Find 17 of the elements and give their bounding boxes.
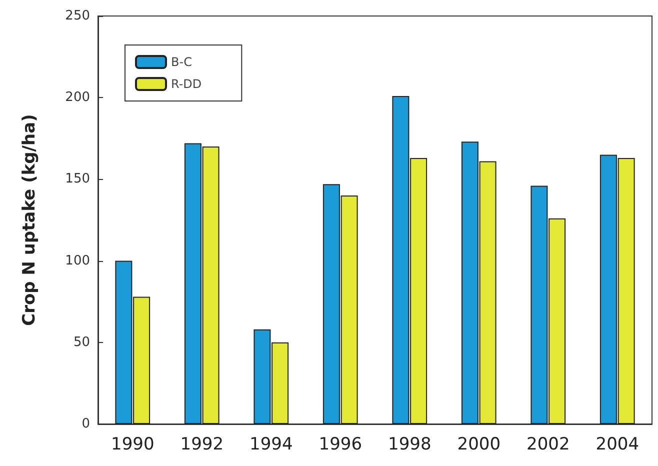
x-tick-label: 2000 [457, 434, 501, 454]
x-tick-label: 2002 [526, 434, 570, 454]
y-tick-label: 50 [73, 334, 90, 350]
y-axis-title: Crop N uptake (kg/ha) [20, 114, 40, 326]
x-tick-label: 1992 [180, 434, 224, 454]
y-tick-label: 0 [82, 416, 90, 432]
legend-label: B-C [171, 55, 192, 69]
y-tick-label: 250 [65, 8, 90, 24]
x-tick-label: 1996 [318, 434, 362, 454]
x-tick-label: 1994 [249, 434, 293, 454]
x-tick-label: 2004 [596, 434, 640, 454]
x-tick-label: 1998 [388, 434, 432, 454]
y-tick-label: 200 [65, 90, 90, 106]
y-tick-label: 100 [65, 253, 90, 268]
y-tick-label: 150 [65, 172, 90, 187]
x-tick-label: 1990 [110, 434, 154, 454]
legend-label: R-DD [171, 77, 202, 91]
